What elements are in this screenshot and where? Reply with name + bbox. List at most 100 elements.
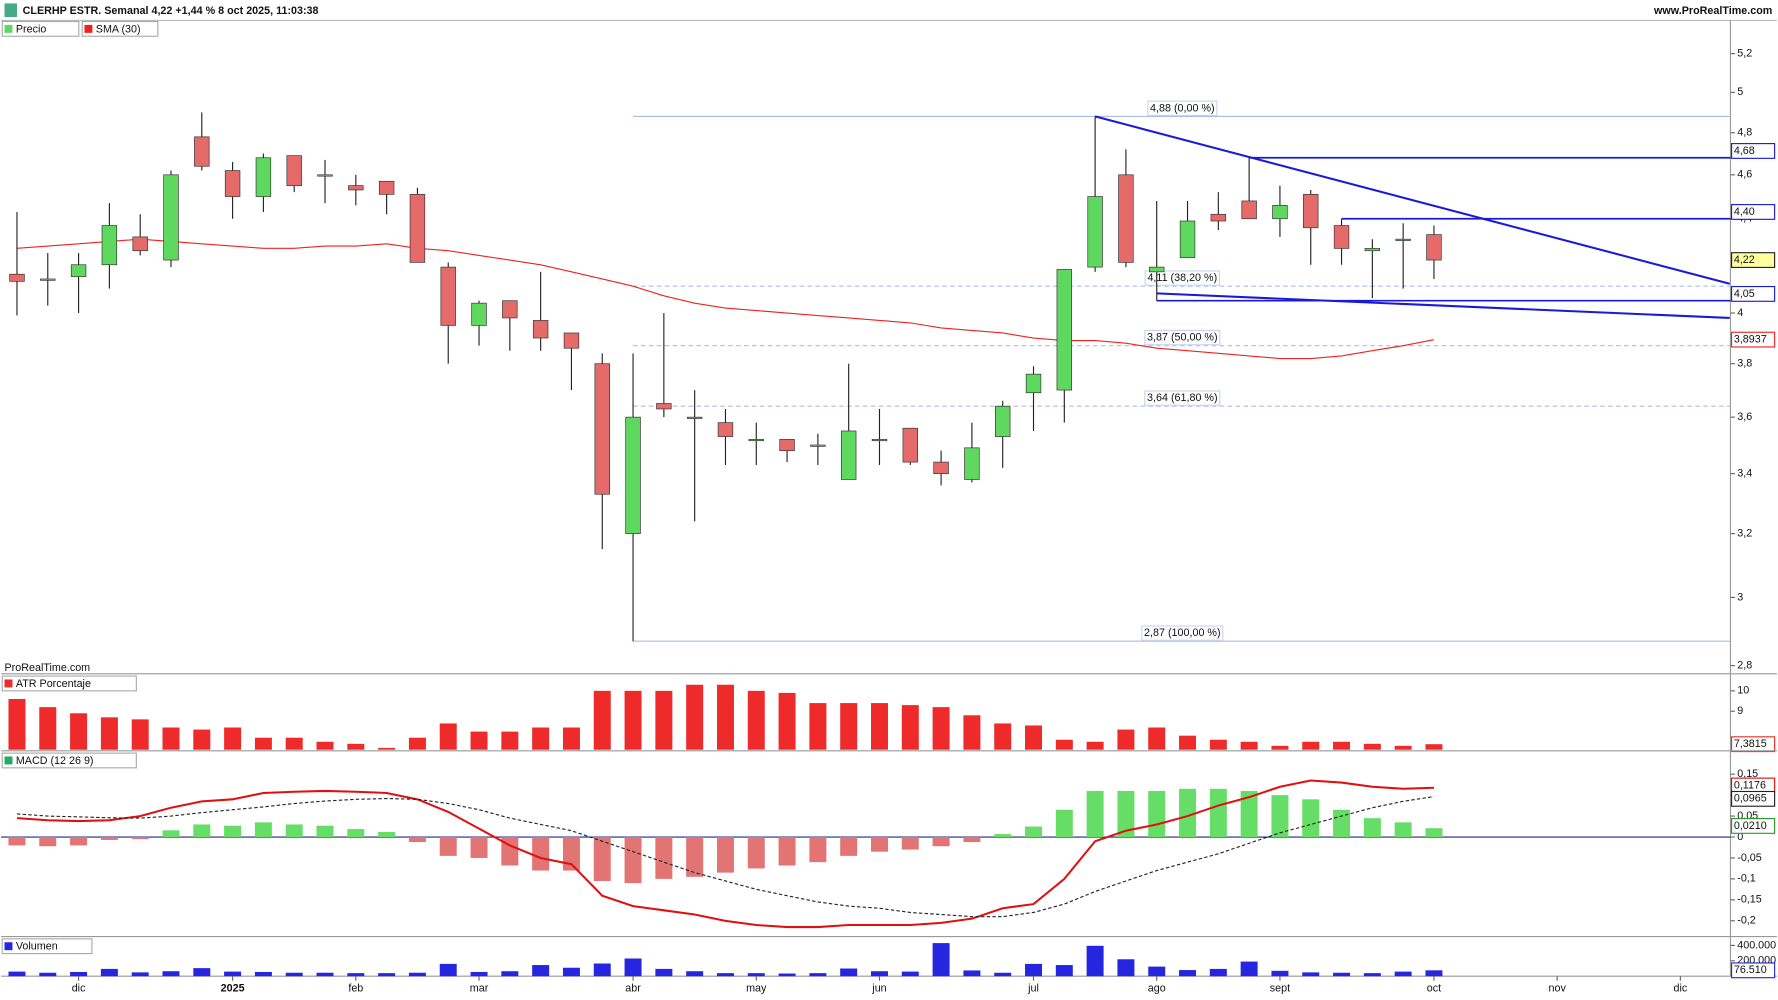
bar bbox=[439, 963, 457, 977]
last-value-tag: 7,3815 bbox=[1734, 738, 1767, 750]
histogram-bar bbox=[716, 837, 734, 873]
histogram-bar bbox=[778, 837, 796, 866]
bar bbox=[1394, 745, 1412, 750]
bar bbox=[994, 723, 1012, 750]
indicator-title: ATR Porcentaje bbox=[16, 678, 91, 690]
bar bbox=[840, 968, 858, 977]
candle-body bbox=[163, 174, 179, 261]
sma-tag-box bbox=[1731, 331, 1776, 348]
histogram-bar bbox=[39, 837, 57, 847]
y-tick-label: 2,8 bbox=[1737, 659, 1752, 671]
bar bbox=[100, 968, 118, 977]
legend-box[interactable] bbox=[81, 20, 159, 37]
y-tick-label: 5 bbox=[1737, 86, 1743, 98]
y-tick-label: 3,6 bbox=[1737, 411, 1752, 423]
bar bbox=[1394, 971, 1412, 977]
x-tick-label: oct bbox=[1427, 983, 1441, 995]
histogram-bar bbox=[439, 837, 457, 856]
last-price-tag-box bbox=[1731, 252, 1776, 268]
bar bbox=[901, 971, 919, 977]
histogram-bar bbox=[840, 837, 858, 856]
y-tick-label: 3,4 bbox=[1737, 468, 1752, 480]
fibonacci-label: 3,87 (50,00 %) bbox=[1147, 332, 1218, 344]
bar bbox=[501, 971, 519, 977]
x-tick-label: dic bbox=[72, 983, 86, 995]
x-tick-label: abr bbox=[625, 983, 641, 995]
candle-body bbox=[1303, 194, 1319, 229]
histogram-bar bbox=[963, 837, 981, 843]
histogram-bar bbox=[470, 837, 488, 858]
bar bbox=[716, 973, 734, 977]
candle-body bbox=[1426, 234, 1442, 261]
indicator-swatch bbox=[4, 942, 13, 951]
legend-box[interactable] bbox=[1, 20, 80, 37]
bar bbox=[593, 963, 611, 977]
candle-body bbox=[1364, 248, 1381, 252]
candle-body bbox=[1149, 266, 1165, 273]
histogram-bar bbox=[562, 837, 580, 871]
bar bbox=[470, 971, 488, 977]
bar bbox=[562, 727, 580, 750]
level-tag: 4,05 bbox=[1734, 288, 1755, 300]
bar bbox=[932, 707, 950, 750]
candle-body bbox=[902, 427, 918, 463]
bar bbox=[901, 705, 919, 750]
candle-body bbox=[840, 430, 857, 480]
bar bbox=[686, 971, 704, 977]
histogram-bar bbox=[932, 837, 950, 847]
histogram-bar bbox=[593, 837, 611, 881]
histogram-bar bbox=[224, 825, 242, 838]
bar bbox=[408, 737, 426, 750]
bar bbox=[686, 684, 704, 750]
y-tick-label: 4,8 bbox=[1737, 127, 1752, 139]
histogram-bar bbox=[994, 834, 1012, 838]
indicator-header-box[interactable] bbox=[1, 675, 137, 692]
histogram-bar bbox=[408, 837, 426, 843]
indicator-header-box[interactable] bbox=[1, 938, 93, 955]
candle-body bbox=[255, 157, 272, 197]
histogram-bar bbox=[1148, 790, 1166, 838]
candle-body bbox=[995, 405, 1011, 437]
y-tick-label: 0,15 bbox=[1737, 768, 1758, 780]
macd-line bbox=[16, 779, 1434, 929]
last-value-tag: 76.510 bbox=[1734, 964, 1767, 976]
bar bbox=[716, 684, 734, 750]
x-tick-label: jul bbox=[1027, 983, 1039, 995]
bar bbox=[347, 743, 365, 750]
bar bbox=[70, 713, 88, 750]
bar bbox=[285, 737, 303, 750]
y-tick-label: 3,8 bbox=[1737, 358, 1752, 370]
x-tick-label: 2025 bbox=[221, 983, 245, 995]
bar bbox=[39, 972, 57, 977]
candle-body bbox=[194, 136, 210, 167]
bar bbox=[470, 731, 488, 750]
histogram-bar bbox=[901, 837, 919, 850]
candle-body bbox=[871, 439, 888, 442]
candle-body bbox=[594, 363, 610, 495]
candle-body bbox=[1056, 269, 1073, 391]
candle-body bbox=[378, 180, 395, 195]
bar bbox=[70, 971, 88, 977]
histogram-bar bbox=[1302, 799, 1320, 838]
bar bbox=[285, 972, 303, 977]
bar bbox=[1055, 965, 1073, 977]
fibonacci-label-box bbox=[1144, 329, 1221, 346]
trendline[interactable] bbox=[1094, 115, 1730, 285]
histogram-bar bbox=[162, 830, 180, 838]
bar bbox=[131, 719, 149, 750]
app-icon bbox=[4, 3, 17, 17]
candle-body bbox=[964, 447, 980, 480]
histogram-bar bbox=[1117, 790, 1135, 838]
candle-body bbox=[502, 300, 518, 319]
bar bbox=[193, 729, 211, 750]
bar bbox=[1179, 970, 1197, 977]
source-link[interactable]: www.ProRealTime.com bbox=[1653, 5, 1772, 17]
bar bbox=[408, 972, 426, 977]
bar bbox=[1302, 741, 1320, 750]
trendline[interactable] bbox=[1156, 292, 1730, 319]
bar bbox=[747, 690, 765, 750]
histogram-tag-box bbox=[1731, 818, 1776, 834]
indicator-header-box[interactable] bbox=[1, 752, 137, 769]
candle-body bbox=[1087, 196, 1103, 268]
candle-body bbox=[1210, 213, 1227, 222]
